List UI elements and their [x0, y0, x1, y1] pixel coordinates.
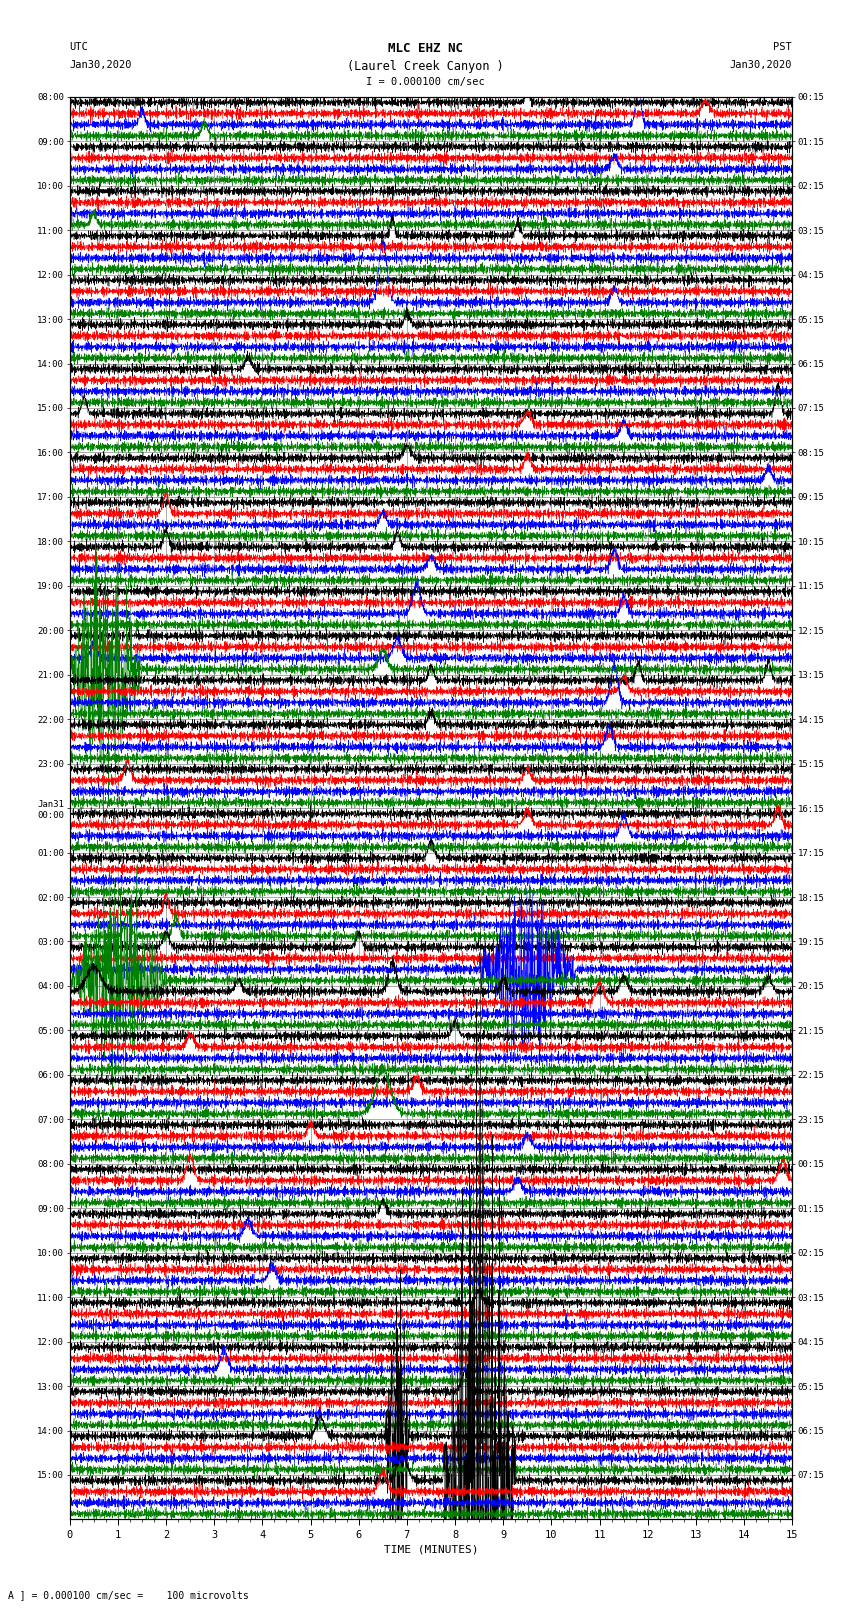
Text: Jan30,2020: Jan30,2020 [729, 60, 792, 69]
Text: MLC EHZ NC: MLC EHZ NC [388, 42, 462, 55]
Text: PST: PST [774, 42, 792, 52]
Text: (Laurel Creek Canyon ): (Laurel Creek Canyon ) [347, 60, 503, 73]
Text: Jan30,2020: Jan30,2020 [70, 60, 133, 69]
X-axis label: TIME (MINUTES): TIME (MINUTES) [383, 1544, 479, 1553]
Text: I = 0.000100 cm/sec: I = 0.000100 cm/sec [366, 77, 484, 87]
Text: UTC: UTC [70, 42, 88, 52]
Text: A ] = 0.000100 cm/sec =    100 microvolts: A ] = 0.000100 cm/sec = 100 microvolts [8, 1590, 249, 1600]
